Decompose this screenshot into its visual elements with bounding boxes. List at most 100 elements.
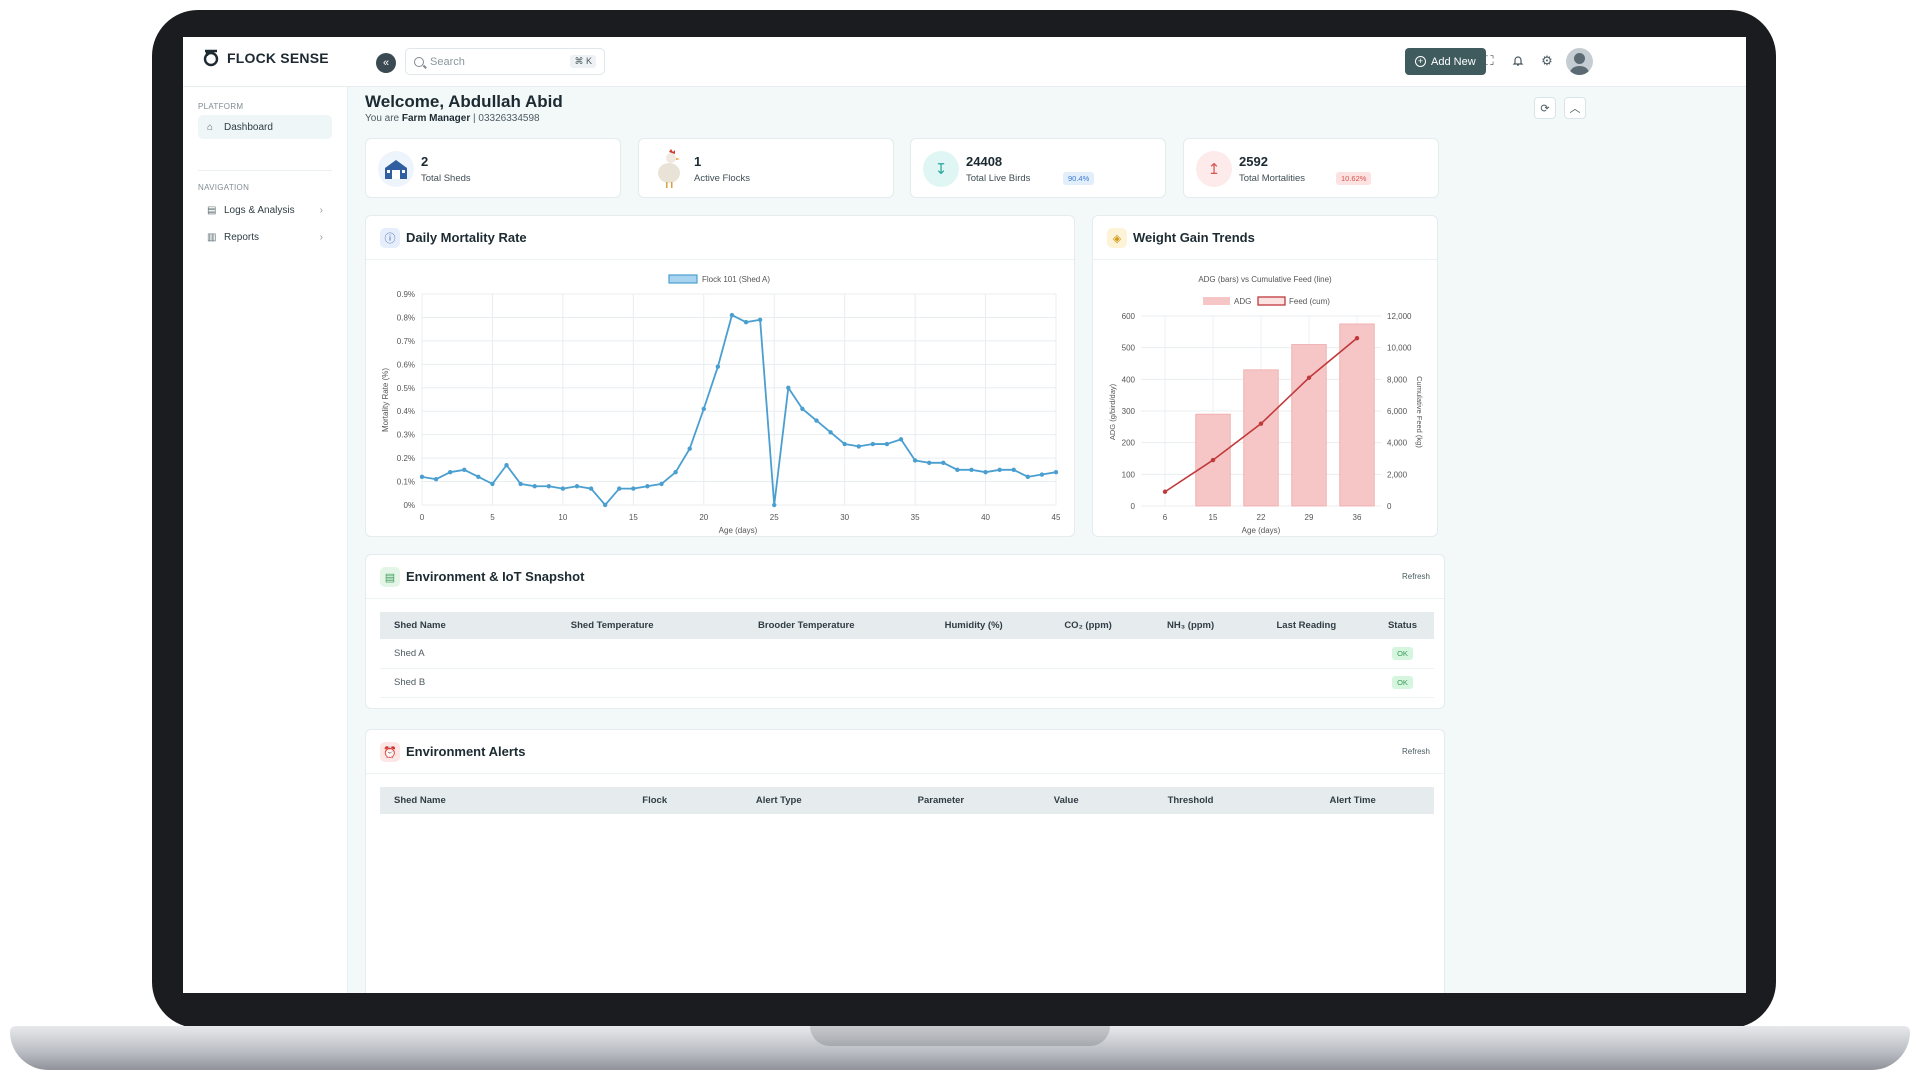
column-header[interactable]: Value <box>1022 787 1110 814</box>
y-tick-label: 200 <box>1122 439 1136 448</box>
mortalities-badge: 10.62% <box>1336 172 1372 185</box>
collapse-header-button[interactable]: ︿ <box>1564 97 1586 119</box>
sidebar-item-logs[interactable]: ▤ Logs & Analysis › <box>198 198 332 222</box>
data-point <box>560 486 566 491</box>
empty-cell <box>1241 639 1371 669</box>
y-tick-label: 0.1% <box>397 478 415 487</box>
legend-swatch <box>1203 297 1230 305</box>
y-tick-label: 0 <box>1131 502 1136 511</box>
sidebar-item-reports[interactable]: ▥ Reports › <box>198 225 332 249</box>
data-point <box>687 446 692 451</box>
x-tick-label: 45 <box>1052 513 1061 522</box>
y-tick-label: 0.7% <box>397 337 415 346</box>
y2-tick-label: 10,000 <box>1387 344 1412 353</box>
legend-label: ADG <box>1234 297 1251 306</box>
data-point <box>997 467 1002 473</box>
status-cell: OK <box>1370 639 1434 669</box>
feed-point <box>1306 375 1312 380</box>
column-header[interactable]: Alert Type <box>698 787 860 814</box>
mortality-chart-card: ⓘ Daily Mortality Rate 0% 0.1% 0.2% 0.3% 0.4… <box>365 215 1075 537</box>
data-point <box>518 481 523 487</box>
data-point <box>1053 469 1059 475</box>
column-header[interactable]: Shed Temperature <box>522 612 702 639</box>
x-tick-label: 10 <box>558 513 567 522</box>
data-point <box>447 469 453 475</box>
empty-cell <box>1139 668 1242 698</box>
refresh-button[interactable]: Refresh <box>1401 747 1430 756</box>
card-divider <box>366 598 1444 599</box>
y2-tick-label: 8,000 <box>1387 375 1408 384</box>
stat-card-live-birds[interactable]: ↧ 24408 Total Live Birds 90.4% <box>910 138 1166 198</box>
y2-tick-label: 2,000 <box>1387 470 1408 479</box>
x-tick-label: 29 <box>1305 513 1314 522</box>
x-tick-label: 5 <box>490 513 495 522</box>
data-point <box>476 474 481 480</box>
table-row[interactable]: Shed B OK <box>380 668 1434 698</box>
column-header[interactable]: Humidity (%) <box>910 612 1037 639</box>
stat-card-sheds[interactable]: 2 Total Sheds <box>365 138 621 198</box>
data-point <box>912 458 918 463</box>
search-input[interactable]: Search <box>430 55 465 68</box>
y-tick-label: 600 <box>1122 312 1136 321</box>
column-header[interactable]: Status <box>1370 612 1434 639</box>
adg-bar <box>1339 323 1375 507</box>
card-divider <box>1093 259 1437 260</box>
column-header[interactable]: Flock <box>611 787 699 814</box>
user-role-line: You are Farm Manager | 03326334598 <box>365 113 540 124</box>
fullscreen-icon[interactable]: ⛶ <box>1484 53 1494 68</box>
collapse-sidebar-button[interactable]: « <box>376 53 396 73</box>
column-header[interactable]: Last Reading <box>1241 612 1371 639</box>
data-point <box>941 460 946 465</box>
column-header[interactable]: Brooder Temperature <box>701 612 911 639</box>
sidebar-item-dashboard[interactable]: ⌂ Dashboard <box>198 115 332 139</box>
data-point <box>631 486 636 491</box>
x-tick-label: 15 <box>629 513 638 522</box>
empty-cell <box>701 668 911 698</box>
arrow-down-icon: ↧ <box>923 151 959 187</box>
table-row[interactable]: Shed A OK <box>380 639 1434 669</box>
refresh-button[interactable]: Refresh <box>1401 572 1430 581</box>
gear-icon[interactable]: ⚙ <box>1541 53 1553 68</box>
chevron-right-icon: › <box>319 231 323 243</box>
bell-icon[interactable] <box>1507 50 1529 72</box>
column-header[interactable]: NH₃ (ppm) <box>1139 612 1242 639</box>
reload-button[interactable]: ⟳ <box>1534 97 1556 119</box>
y-tick-label: 500 <box>1122 344 1136 353</box>
column-header[interactable]: Alert Time <box>1271 787 1434 814</box>
column-header[interactable]: CO₂ (ppm) <box>1036 612 1140 639</box>
add-new-button[interactable]: + Add New <box>1405 48 1486 75</box>
data-point <box>490 481 495 487</box>
avatar[interactable] <box>1566 48 1593 75</box>
environment-table: Shed Name Shed Temperature Brooder Tempe… <box>380 612 1434 698</box>
live-birds-badge: 90.4% <box>1063 172 1095 185</box>
data-point <box>532 484 537 489</box>
stat-label: Active Flocks <box>694 173 750 184</box>
y2-tick-label: 4,000 <box>1387 439 1408 448</box>
data-point <box>856 444 861 449</box>
sidebar-item-label: Dashboard <box>224 121 273 133</box>
logo[interactable]: FLOCK SENSE <box>201 47 329 69</box>
column-header[interactable]: Shed Name <box>380 787 612 814</box>
y-axis-label: Mortality Rate (%) <box>381 368 390 432</box>
column-header[interactable]: Shed Name <box>380 612 523 639</box>
data-point <box>898 437 904 442</box>
y2-axis-label: Cumulative Feed (kg) <box>1415 376 1424 448</box>
data-point <box>673 469 678 475</box>
adg-bar <box>1243 369 1279 507</box>
column-header[interactable]: Threshold <box>1109 787 1272 814</box>
weight-chart-card: ◈ Weight Gain Trends ADG (bars) vs Cumul… <box>1092 215 1438 537</box>
data-point <box>955 467 960 473</box>
info-icon: ⓘ <box>380 228 400 248</box>
column-header[interactable]: Parameter <box>859 787 1023 814</box>
data-point <box>645 484 650 489</box>
series-line <box>421 313 1057 507</box>
search-box[interactable]: Search ⌘ K <box>405 48 605 75</box>
empty-cell <box>522 668 702 698</box>
empty-cell <box>701 639 911 669</box>
shortcut-badge: ⌘ K <box>570 55 596 68</box>
data-point <box>842 441 847 447</box>
x-tick-label: 15 <box>1209 513 1218 522</box>
stat-card-flocks[interactable]: 1 Active Flocks <box>638 138 894 198</box>
stat-card-mortalities[interactable]: ↥ 2592 Total Mortalities 10.62% <box>1183 138 1439 198</box>
adg-feed-combo-chart: ADG (bars) vs Cumulative Feed (line) ADG F… <box>1108 275 1424 535</box>
